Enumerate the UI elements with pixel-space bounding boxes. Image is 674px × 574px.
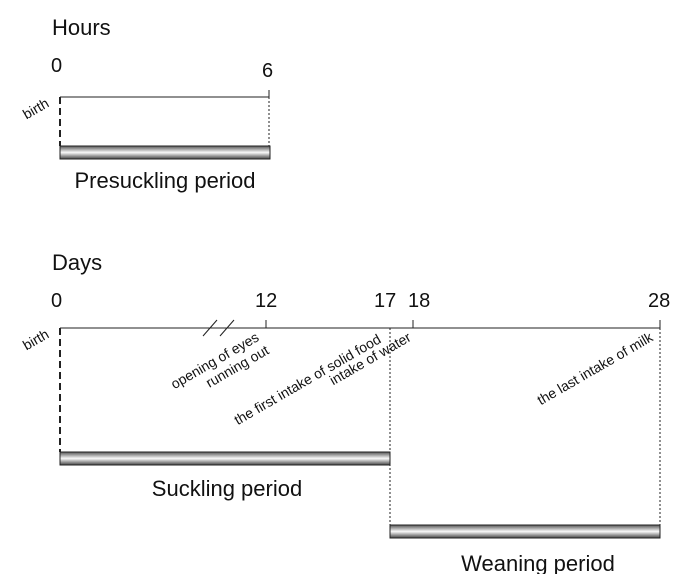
period-label: Weaning period [461,551,615,574]
axis-break [219,319,235,337]
event-label: birth [20,326,52,353]
section-title: Days [52,250,102,275]
tick-label: 28 [648,290,670,312]
period-bar [389,524,661,539]
axis-break [202,319,218,337]
section-title: Hours [52,15,111,40]
event-label: birth [20,95,52,122]
tick-label: 6 [262,60,273,82]
event-label: the last intake of milk [534,328,656,408]
tick-label: 12 [255,290,277,312]
tick-label: 17 [374,290,396,312]
period-label: Suckling period [152,476,302,501]
tick-label: 0 [51,55,62,77]
period-bar [59,145,271,160]
period-label: Presuckling period [75,168,256,193]
period-bar [59,451,391,466]
tick-label: 0 [51,290,62,312]
tick-label: 18 [408,290,430,312]
